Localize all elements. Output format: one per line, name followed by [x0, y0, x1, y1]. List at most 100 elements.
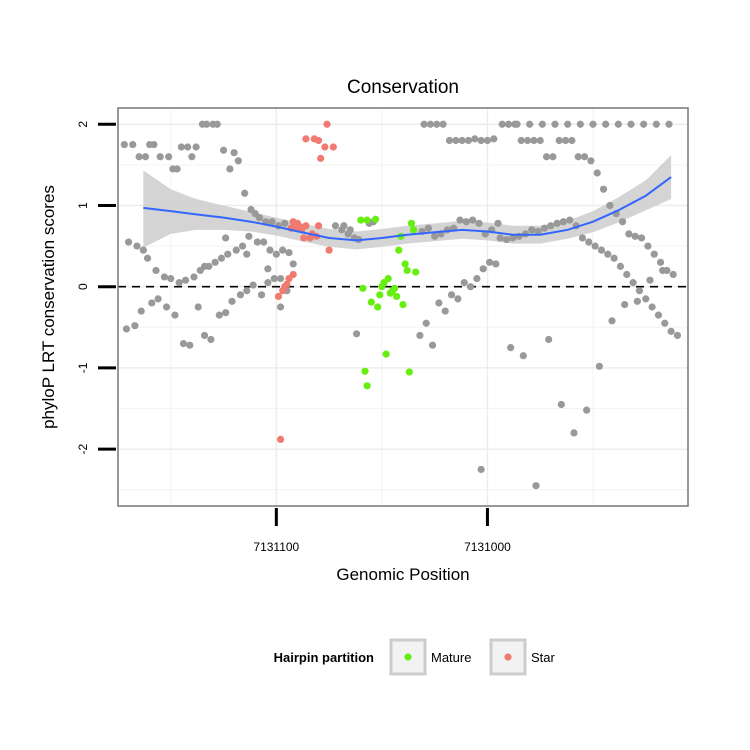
point-other	[646, 276, 654, 284]
point-other	[621, 300, 629, 309]
point-mature	[409, 226, 418, 234]
point-mature	[407, 219, 416, 227]
point-other	[517, 136, 525, 145]
point-star	[323, 120, 331, 128]
point-mature	[378, 283, 386, 291]
point-other	[595, 362, 603, 370]
chart-title: Conservation	[347, 77, 459, 98]
point-other	[160, 273, 169, 281]
point-other	[207, 335, 215, 344]
point-other	[519, 352, 527, 360]
point-other	[137, 307, 145, 315]
point-other	[494, 219, 502, 227]
point-other	[633, 297, 641, 305]
point-other	[152, 266, 160, 275]
point-other	[264, 279, 272, 287]
point-other	[243, 287, 251, 295]
point-mature	[403, 266, 411, 275]
point-other	[243, 250, 251, 258]
point-other	[604, 250, 612, 258]
point-other	[431, 232, 439, 240]
point-other	[179, 339, 188, 348]
point-other	[120, 140, 128, 149]
point-other	[173, 165, 181, 173]
smooth-line-layer	[143, 176, 672, 242]
point-other	[656, 258, 665, 266]
point-other	[424, 224, 432, 232]
point-other	[194, 303, 202, 311]
point-other	[614, 120, 622, 128]
y-tick-label: -1	[76, 362, 90, 373]
point-other	[340, 222, 348, 230]
point-mature	[399, 300, 407, 309]
point-other	[456, 216, 464, 224]
y-axis-ticks: -2 -1 0 1 2	[76, 121, 116, 454]
point-other	[502, 235, 511, 244]
point-star	[285, 274, 293, 283]
point-other	[498, 120, 506, 128]
legend-dot-mature	[404, 653, 412, 661]
point-other	[623, 270, 631, 279]
legend-key-mature	[389, 638, 427, 676]
point-other	[433, 120, 441, 128]
point-other	[177, 143, 185, 151]
point-other	[513, 120, 521, 128]
point-other	[165, 153, 173, 161]
point-mature	[363, 382, 371, 390]
point-other	[597, 246, 606, 254]
x-axis-label: Genomic Position	[336, 565, 469, 584]
point-other	[608, 317, 616, 325]
point-other	[462, 218, 470, 226]
point-other	[289, 260, 297, 268]
point-other	[186, 341, 194, 349]
point-other	[652, 120, 660, 128]
point-other	[545, 335, 553, 344]
point-other	[642, 295, 650, 303]
y-tick-label: 2	[76, 121, 90, 128]
point-other	[143, 254, 152, 262]
point-other	[650, 250, 658, 258]
point-other	[526, 120, 534, 128]
point-other	[255, 214, 264, 222]
point-other	[585, 238, 593, 246]
point-other	[281, 219, 289, 227]
point-other	[464, 136, 473, 145]
point-other	[580, 153, 589, 161]
legend-label-mature: Mature	[431, 650, 471, 665]
legend-dot-star	[504, 653, 512, 661]
point-mature	[376, 291, 384, 299]
point-other	[574, 153, 582, 161]
point-star	[274, 292, 283, 301]
point-other	[490, 135, 498, 143]
point-other	[452, 136, 460, 145]
point-mature	[390, 284, 399, 292]
point-star	[329, 143, 337, 151]
point-other	[578, 234, 587, 242]
point-other	[211, 258, 219, 266]
point-other	[589, 120, 597, 128]
point-other	[236, 291, 245, 299]
point-other	[352, 330, 361, 338]
legend: Hairpin partition Mature Star	[274, 638, 556, 676]
point-star	[300, 234, 308, 242]
point-star	[281, 283, 289, 291]
point-other	[154, 295, 162, 303]
point-other	[557, 400, 565, 409]
point-other	[249, 281, 257, 289]
x-tick-label: 7131000	[464, 540, 511, 554]
point-other	[627, 120, 635, 128]
point-other	[587, 157, 595, 165]
point-other	[547, 222, 555, 230]
point-other	[477, 465, 485, 474]
point-other	[602, 120, 610, 128]
point-other	[667, 327, 675, 335]
point-other	[540, 224, 549, 232]
point-other	[530, 136, 538, 145]
point-other	[213, 120, 221, 128]
point-other	[593, 169, 601, 177]
point-other	[122, 325, 131, 333]
point-other	[669, 270, 677, 279]
point-mature	[361, 367, 369, 375]
legend-title: Hairpin partition	[274, 650, 374, 665]
